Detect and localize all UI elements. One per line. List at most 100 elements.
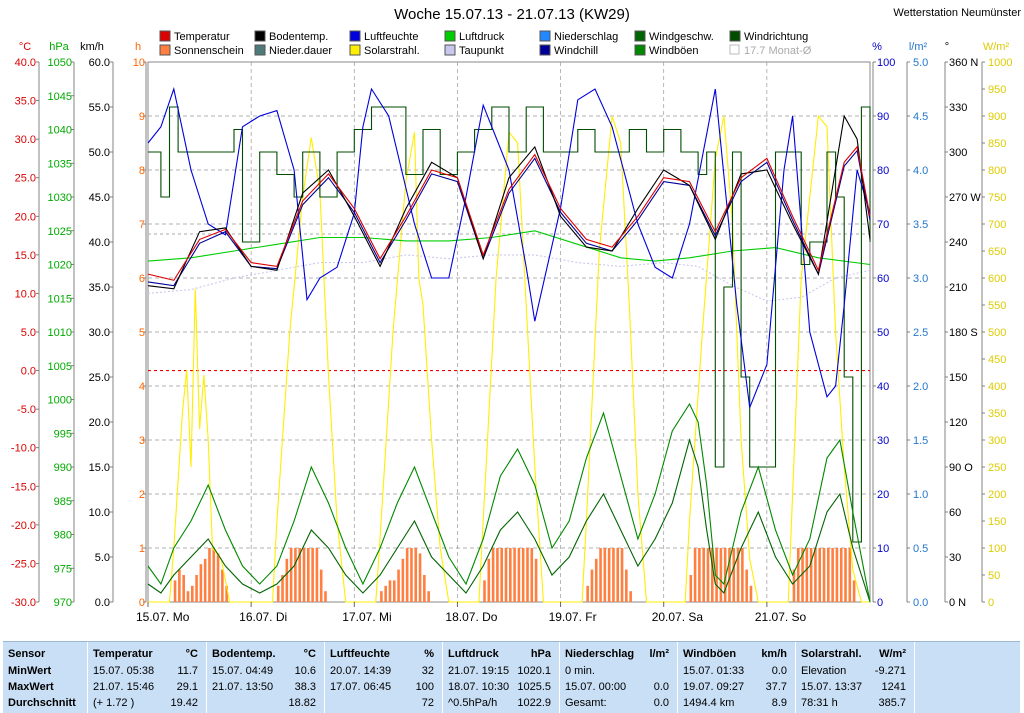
stats-cell-value: 1022.9 xyxy=(517,697,551,709)
pressure-tick-label: 985 xyxy=(54,496,72,508)
sunshine-bar xyxy=(410,548,413,602)
stats-column-windb-en: Windböen km/h 15.07. 01:33 0.0 19.07. 09:27 3… xyxy=(678,642,796,713)
weather-chart: Woche 15.07.13 - 21.07.13 (KW29) Wetters… xyxy=(11,6,1021,624)
label-maxwert: MaxWert xyxy=(8,681,54,693)
pressure-tick-label: 1035 xyxy=(48,158,72,170)
series-luftfeuchte xyxy=(147,86,871,408)
sunshine-bar xyxy=(405,548,409,602)
stats-cell-value: 1025.5 xyxy=(517,681,551,693)
legend-label: Luftfeuchte xyxy=(364,31,418,43)
sunshine-bar xyxy=(276,585,280,602)
sunshine-bar xyxy=(796,548,800,602)
sunshine-bar xyxy=(801,548,804,602)
legend-swatch xyxy=(444,44,456,56)
stats-cell-label: Luftfeuchte xyxy=(330,648,390,660)
legend-item-niederschlag: Niederschlag xyxy=(539,30,618,43)
wind-tick-label: 45.0 xyxy=(89,192,110,204)
stats-column-niederschlag: Niederschlag l/m² 0 min. 15.07. 00:00 0.0 Ges… xyxy=(560,642,678,713)
series-taupunkt xyxy=(147,254,871,302)
solar-tick-label: 800 xyxy=(988,165,1006,177)
sunshine-bar xyxy=(616,548,620,602)
solar-tick-label: 850 xyxy=(988,138,1006,150)
sunshine-bars xyxy=(173,548,856,602)
temp-tick-label: 20.0 xyxy=(15,211,36,223)
sunshine-bar xyxy=(594,558,598,602)
stats-cell-label: Bodentemp. xyxy=(212,648,276,660)
legend-label: Windrichtung xyxy=(744,31,808,43)
direction-tick-label: 30 xyxy=(949,552,961,564)
sunshine-bar xyxy=(620,548,624,602)
sunshine-bar xyxy=(401,558,405,602)
legend-label: Windchill xyxy=(554,45,598,57)
legend-swatch xyxy=(634,30,646,42)
stats-cell-value: 32 xyxy=(421,665,434,677)
stats-cell-label: Gesamt: xyxy=(565,697,607,709)
stats-cell-label: Elevation xyxy=(801,665,847,677)
sunshine-bar xyxy=(496,548,499,602)
pressure-tick-label: 1050 xyxy=(48,57,72,69)
sunshine-bar xyxy=(603,548,607,602)
pressure-tick-label: 1010 xyxy=(48,327,72,339)
humidity-tick-label: 0 xyxy=(877,597,883,609)
sunshine-bar xyxy=(302,548,306,602)
series-windgeschw- xyxy=(147,438,871,603)
wind-tick-label: 50.0 xyxy=(89,147,110,159)
stats-cell-value: W/m² xyxy=(879,648,906,660)
sunshine-bar xyxy=(728,548,731,602)
humidity-tick-label: 80 xyxy=(877,165,889,177)
temp-tick-label: -10.0 xyxy=(11,443,36,455)
series-temperatur xyxy=(147,145,871,281)
solar-tick-label: 550 xyxy=(988,300,1006,312)
stats-cell-label: 15.07. 01:33 xyxy=(683,665,745,677)
stats-cell-label: 0 min. xyxy=(565,665,595,677)
stats-cell-value: 19.42 xyxy=(170,697,198,709)
legend-swatch xyxy=(539,44,551,56)
statistics-table: Sensor MinWert MaxWert Durchschnitt Temp… xyxy=(3,641,1020,713)
stats-cell-label: 15.07. 00:00 xyxy=(565,681,627,693)
temp-tick-label: 0.0 xyxy=(21,366,36,378)
stats-cell-value: 37.7 xyxy=(765,681,787,693)
temp-tick-label: -25.0 xyxy=(11,558,36,570)
legend-item-windchill: Windchill xyxy=(539,44,598,57)
direction-tick-label: 180 S xyxy=(949,327,978,339)
solar-tick-label: 100 xyxy=(988,543,1006,555)
humidity-tick-label: 60 xyxy=(877,273,889,285)
sunshine-bar xyxy=(311,548,314,602)
stats-cell-value: 8.9 xyxy=(771,697,787,709)
solar-tick-label: 300 xyxy=(988,435,1006,447)
stats-cell-value: 1241 xyxy=(881,681,906,693)
sunshine-bar xyxy=(723,548,727,602)
sunshine-bar xyxy=(818,548,822,602)
direction-tick-label: 270 W xyxy=(949,192,981,204)
sunshine-bar xyxy=(839,548,843,602)
series-luftdruck xyxy=(147,230,871,266)
wind-tick-label: 0.0 xyxy=(95,597,110,609)
label-durchschnitt: Durchschnitt xyxy=(8,697,76,709)
legend-swatch xyxy=(539,30,551,42)
hours-tick-label: 0 xyxy=(139,597,145,609)
stats-cell-value: 29.1 xyxy=(176,681,198,693)
sunshine-bar xyxy=(289,548,293,602)
wind-tick-label: 35.0 xyxy=(89,282,110,294)
humidity-tick-label: 30 xyxy=(877,435,889,447)
humidity-tick-label: 90 xyxy=(877,111,889,123)
sunshine-bar xyxy=(178,569,181,602)
sunshine-bar xyxy=(298,548,302,602)
legend-item-sonnenschein: Sonnenschein xyxy=(159,44,244,57)
sunshine-bar xyxy=(216,553,220,602)
legend-label: Solarstrahl. xyxy=(364,45,420,57)
stats-cell-label: Luftdruck xyxy=(448,648,499,660)
humidity-tick-label: 50 xyxy=(877,327,889,339)
stats-cell-label: 21.07. 15:46 xyxy=(93,681,155,693)
legend-label: Windböen xyxy=(649,45,699,57)
solar-unit-label: W/m² xyxy=(983,41,1010,53)
hours-tick-label: 10 xyxy=(133,57,145,69)
stats-cell-label: 17.07. 06:45 xyxy=(330,681,392,693)
solar-tick-label: 600 xyxy=(988,273,1006,285)
sunshine-bar xyxy=(384,585,387,602)
stats-cell-label: 18.07. 10:30 xyxy=(448,681,510,693)
sunshine-bar xyxy=(182,575,185,602)
stats-cell-label: Solarstrahl. xyxy=(801,648,862,660)
sunshine-bar xyxy=(852,580,856,602)
humidity-tick-label: 40 xyxy=(877,381,889,393)
